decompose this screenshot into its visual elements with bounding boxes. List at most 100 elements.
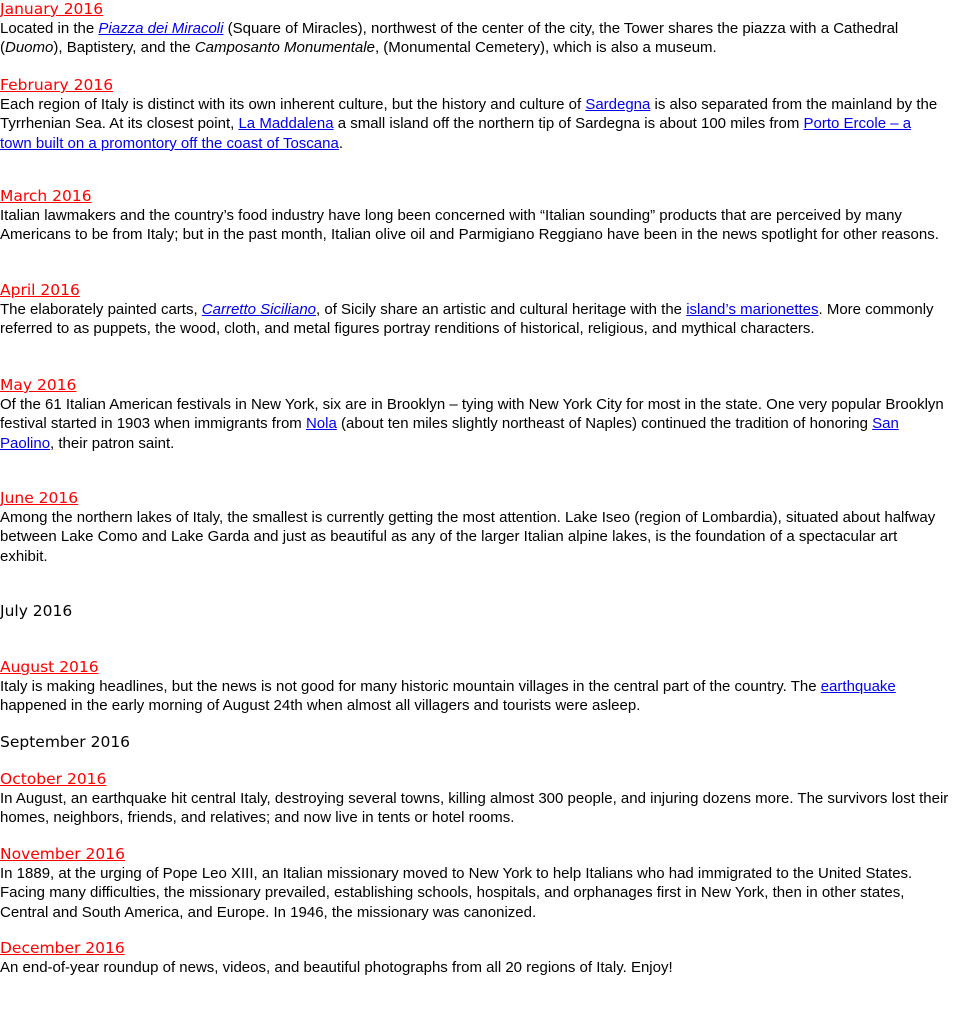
text-segment: exhibit. xyxy=(0,547,48,565)
text-segment: Americans to be from Italy; but in the p… xyxy=(0,226,939,244)
text-segment: between Lake Como and Lake Garda and jus… xyxy=(0,528,898,546)
text-segment: Each region of Italy is distinct with it… xyxy=(0,96,586,113)
inline-link[interactable]: Carretto Siciliano xyxy=(201,301,317,318)
text-line: Facing many difficulties, the missionary… xyxy=(0,883,974,902)
text-line: In 1889, at the urging of Pope Leo XIII,… xyxy=(0,864,974,883)
text-line: (Duomo), Baptistery, and the Camposanto … xyxy=(0,38,974,57)
entry-text-november-2016: In 1889, at the urging of Pope Leo XIII,… xyxy=(0,864,974,922)
inline-link[interactable]: San xyxy=(872,415,899,433)
inline-link[interactable]: island’s marionettes xyxy=(686,301,819,318)
text-segment: festival started in 1903 when immigrants… xyxy=(0,415,306,433)
entry-december-2016: December 2016 An end-of-year roundup of … xyxy=(0,939,974,977)
entry-august-2016: August 2016 Italy is making headlines, b… xyxy=(0,658,974,716)
month-link-october-2016[interactable]: October 2016 xyxy=(0,770,107,788)
text-segment: In August, an earthquake hit central Ita… xyxy=(0,790,949,807)
text-segment: , their patron saint. xyxy=(50,434,175,452)
text-segment: The elaborately painted carts, xyxy=(0,301,202,318)
text-segment: referred to as puppets, the wood, cloth,… xyxy=(0,320,815,338)
text-line: exhibit. xyxy=(0,547,974,566)
text-segment: Located in the xyxy=(0,20,99,37)
inline-link[interactable]: La Maddalena xyxy=(238,115,334,133)
text-segment: Of the 61 Italian American festivals in … xyxy=(0,396,944,413)
text-line: Italian lawmakers and the country’s food… xyxy=(0,206,974,225)
text-line: homes, neighbors, friends, and relatives… xyxy=(0,808,974,827)
emphasis-text: Duomo xyxy=(5,39,54,57)
text-segment: homes, neighbors, friends, and relatives… xyxy=(0,809,515,827)
text-line: An end-of-year roundup of news, videos, … xyxy=(0,958,974,977)
text-line: Tyrrhenian Sea. At its closest point, La… xyxy=(0,114,974,133)
entry-july-2016: July 2016 xyxy=(0,602,974,621)
entry-text-april-2016: The elaborately painted carts, Carretto … xyxy=(0,300,974,339)
month-label-july-2016: July 2016 xyxy=(0,602,73,620)
entry-text-august-2016: Italy is making headlines, but the news … xyxy=(0,677,974,716)
month-link-january-2016[interactable]: January 2016 xyxy=(0,0,104,18)
entry-text-june-2016: Among the northern lakes of Italy, the s… xyxy=(0,508,974,566)
text-segment: happened in the early morning of August … xyxy=(0,697,641,715)
inline-link[interactable]: earthquake xyxy=(820,678,896,695)
entry-january-2016: January 2016 Located in the Piazza dei M… xyxy=(0,0,974,58)
month-label-september-2016: September 2016 xyxy=(0,733,131,751)
text-segment: (about ten miles slightly northeast of N… xyxy=(336,415,873,433)
month-link-february-2016[interactable]: February 2016 xyxy=(0,76,114,94)
entry-april-2016: April 2016 The elaborately painted carts… xyxy=(0,281,974,339)
entry-text-january-2016: Located in the Piazza dei Miracoli (Squa… xyxy=(0,19,974,58)
month-link-november-2016[interactable]: November 2016 xyxy=(0,845,126,863)
month-link-april-2016[interactable]: April 2016 xyxy=(0,281,80,299)
entry-november-2016: November 2016 In 1889, at the urging of … xyxy=(0,845,974,922)
text-line: Each region of Italy is distinct with it… xyxy=(0,95,974,114)
inline-link[interactable]: Piazza dei Miracoli xyxy=(98,20,224,37)
entry-may-2016: May 2016 Of the 61 Italian American fest… xyxy=(0,376,974,453)
text-line: town built on a promontory off the coast… xyxy=(0,134,974,153)
text-segment: ( xyxy=(0,39,5,57)
text-segment: . More commonly xyxy=(818,301,934,318)
entry-february-2016: February 2016 Each region of Italy is di… xyxy=(0,76,974,153)
entry-text-december-2016: An end-of-year roundup of news, videos, … xyxy=(0,958,974,977)
entry-march-2016: March 2016 Italian lawmakers and the cou… xyxy=(0,187,974,245)
text-line: Among the northern lakes of Italy, the s… xyxy=(0,508,974,527)
text-line: Central and South America, and Europe. I… xyxy=(0,903,974,922)
text-line: Americans to be from Italy; but in the p… xyxy=(0,225,974,244)
inline-link[interactable]: town built on a promontory off the coast… xyxy=(0,134,339,152)
inline-link[interactable]: Paolino xyxy=(0,434,51,452)
text-segment: ), Baptistery, and the xyxy=(53,39,195,57)
month-link-may-2016[interactable]: May 2016 xyxy=(0,376,77,394)
text-line: between Lake Como and Lake Garda and jus… xyxy=(0,527,974,546)
entry-text-february-2016: Each region of Italy is distinct with it… xyxy=(0,95,974,153)
entry-october-2016: October 2016 In August, an earthquake hi… xyxy=(0,770,974,828)
text-segment: Italy is making headlines, but the news … xyxy=(0,678,821,695)
text-segment: Italian lawmakers and the country’s food… xyxy=(0,207,902,224)
text-segment: a small island off the northern tip of S… xyxy=(333,115,804,133)
text-segment: In 1889, at the urging of Pope Leo XIII,… xyxy=(0,865,913,882)
text-segment: An end-of-year roundup of news, videos, … xyxy=(0,959,673,976)
text-segment: , (Monumental Cemetery), which is also a… xyxy=(374,39,717,57)
entry-text-may-2016: Of the 61 Italian American festivals in … xyxy=(0,395,974,453)
text-line: The elaborately painted carts, Carretto … xyxy=(0,300,974,319)
text-line: festival started in 1903 when immigrants… xyxy=(0,414,974,433)
inline-link[interactable]: Sardegna xyxy=(585,96,651,113)
month-link-december-2016[interactable]: December 2016 xyxy=(0,939,125,957)
text-segment: Facing many difficulties, the missionary… xyxy=(0,884,905,902)
month-link-june-2016[interactable]: June 2016 xyxy=(0,489,79,507)
text-segment: . xyxy=(338,134,343,152)
text-line: happened in the early morning of August … xyxy=(0,696,974,715)
text-segment: , of Sicily share an artistic and cultur… xyxy=(316,301,687,318)
text-segment: Central and South America, and Europe. I… xyxy=(0,903,537,921)
text-segment: Among the northern lakes of Italy, the s… xyxy=(0,509,936,526)
entry-june-2016: June 2016 Among the northern lakes of It… xyxy=(0,489,974,566)
text-line: In August, an earthquake hit central Ita… xyxy=(0,789,974,808)
entry-text-october-2016: In August, an earthquake hit central Ita… xyxy=(0,789,974,828)
inline-link[interactable]: Nola xyxy=(305,415,337,433)
text-line: Paolino, their patron saint. xyxy=(0,434,974,453)
month-link-august-2016[interactable]: August 2016 xyxy=(0,658,99,676)
text-line: Italy is making headlines, but the news … xyxy=(0,677,974,696)
text-segment: Tyrrhenian Sea. At its closest point, xyxy=(0,115,239,133)
text-segment: is also separated from the mainland by t… xyxy=(650,96,938,113)
inline-link[interactable]: Porto Ercole – a xyxy=(803,115,912,133)
text-line: Located in the Piazza dei Miracoli (Squa… xyxy=(0,19,974,38)
entry-text-march-2016: Italian lawmakers and the country’s food… xyxy=(0,206,974,245)
text-line: Of the 61 Italian American festivals in … xyxy=(0,395,974,414)
text-segment: (Square of Miracles), northwest of the c… xyxy=(223,20,899,37)
entry-september-2016: September 2016 xyxy=(0,733,974,752)
month-link-march-2016[interactable]: March 2016 xyxy=(0,187,92,205)
